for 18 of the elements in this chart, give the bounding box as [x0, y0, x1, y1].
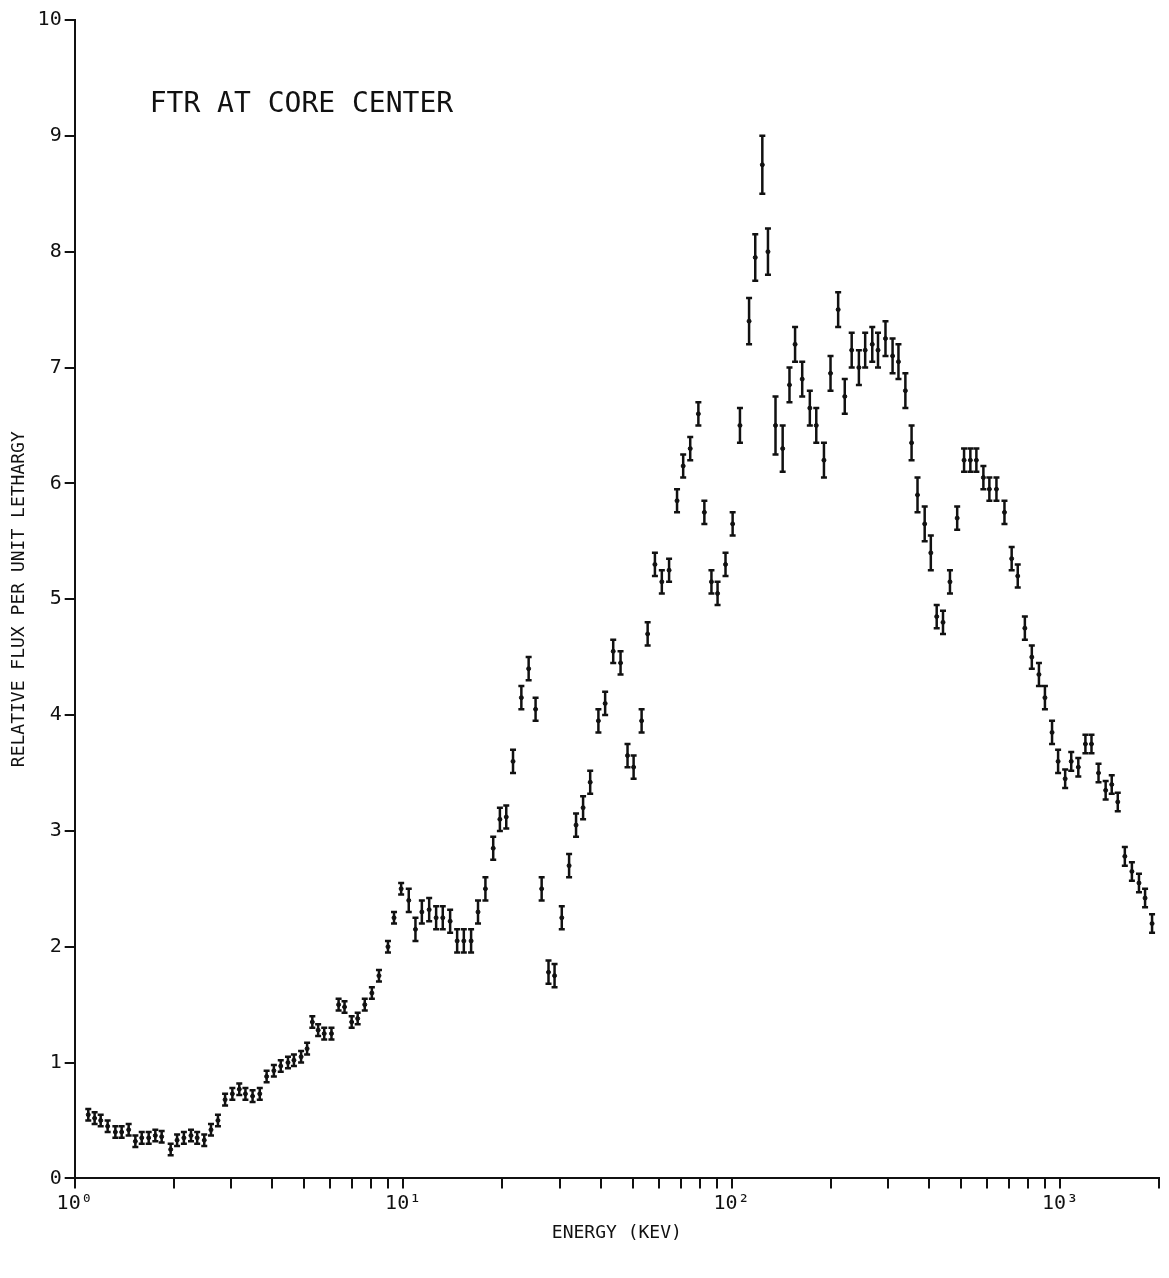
x-tick-label: 10¹: [385, 1189, 422, 1214]
y-tick-label: 3: [49, 817, 62, 842]
x-tick-label: 10³: [1042, 1189, 1079, 1214]
y-tick-label: 1: [49, 1048, 62, 1073]
y-tick-label: 8: [49, 237, 62, 262]
x-tick-label: 10²: [713, 1189, 750, 1214]
y-tick-label: 7: [49, 353, 62, 378]
y-axis-title: RELATIVE FLUX PER UNIT LETHARGY: [7, 431, 29, 768]
annotation: FTR AT CORE CENTER: [149, 86, 454, 120]
y-tick-label: 4: [49, 701, 62, 726]
y-tick-label: 9: [49, 122, 62, 147]
y-tick-label: 5: [49, 585, 62, 610]
x-tick-label: 10⁰: [56, 1189, 93, 1214]
x-axis-title: ENERGY (KEV): [551, 1220, 682, 1242]
y-tick-label: 2: [49, 932, 62, 957]
y-tick-label: 10: [37, 6, 62, 31]
y-tick-label: 6: [49, 469, 62, 494]
y-tick-label: 0: [49, 1164, 62, 1189]
